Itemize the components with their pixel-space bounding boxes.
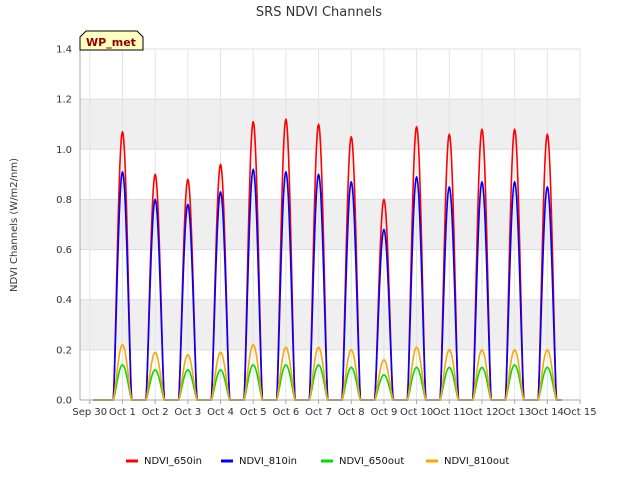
x-tick-label: Oct 6 — [272, 407, 299, 418]
x-tick-label: Oct 14 — [531, 407, 564, 418]
legend-item-NDVI_650out: NDVI_650out — [321, 456, 404, 467]
x-tick-label: Oct 1 — [109, 407, 136, 418]
grid-lines — [80, 48, 581, 401]
legend-item-NDVI_650in: NDVI_650in — [126, 456, 202, 467]
x-tick-label: Oct 8 — [338, 407, 365, 418]
legend-label: NDVI_810in — [239, 456, 297, 467]
x-tick-label: Oct 5 — [240, 407, 267, 418]
station-badge-box — [79, 30, 144, 51]
x-tick-label: Oct 10 — [400, 407, 433, 418]
y-tick-label: 1.2 — [56, 95, 72, 106]
y-tick-label: 0.0 — [56, 396, 72, 407]
plot-band — [80, 299, 580, 350]
x-tick-label: Oct 7 — [305, 407, 332, 418]
x-tick-label: Oct 11 — [433, 407, 466, 418]
x-tick-label: Oct 15 — [563, 407, 596, 418]
legend: NDVI_650in NDVI_810in NDVI_650out NDVI_810o… — [126, 456, 509, 467]
station-badge: WP_met — [79, 30, 144, 51]
axes — [79, 49, 580, 401]
y-tick-label: 0.6 — [56, 245, 72, 256]
y-tick-label: 0.4 — [56, 295, 72, 306]
x-tick-label: Oct 12 — [465, 407, 498, 418]
plot-area — [80, 49, 580, 400]
x-tick-label: Oct 3 — [174, 407, 201, 418]
y-axis-ticks: 0.0 0.2 0.4 0.6 0.8 1.0 1.2 1.4 — [56, 45, 72, 407]
plot-band — [80, 99, 580, 150]
y-tick-label: 1.4 — [56, 45, 72, 56]
y-tick-label: 1.0 — [56, 145, 72, 156]
x-tick-label: Oct 4 — [207, 407, 234, 418]
legend-item-NDVI_810in: NDVI_810in — [221, 456, 297, 467]
x-tick-label: Oct 2 — [142, 407, 169, 418]
x-tick-label: Oct 9 — [370, 407, 397, 418]
y-tick-label: 0.8 — [56, 195, 72, 206]
x-axis-ticks: Sep 30 Oct 1 Oct 2 Oct 3 Oct 4 Oct 5 Oct 6 Oct … — [72, 400, 597, 418]
legend-item-NDVI_810out: NDVI_810out — [426, 456, 509, 467]
y-tick-label: 0.2 — [56, 345, 72, 356]
station-badge-label: WP_met — [86, 36, 136, 49]
x-tick-label: Oct 13 — [498, 407, 531, 418]
legend-label: NDVI_650out — [339, 456, 404, 467]
x-tick-label: Sep 30 — [72, 407, 107, 418]
legend-label: NDVI_810out — [444, 456, 509, 467]
legend-label: NDVI_650in — [144, 456, 202, 467]
plot-band — [80, 199, 580, 250]
y-axis-title: NDVI Channels (W/m2/nm) — [9, 158, 20, 292]
chart-title: SRS NDVI Channels — [256, 5, 382, 20]
